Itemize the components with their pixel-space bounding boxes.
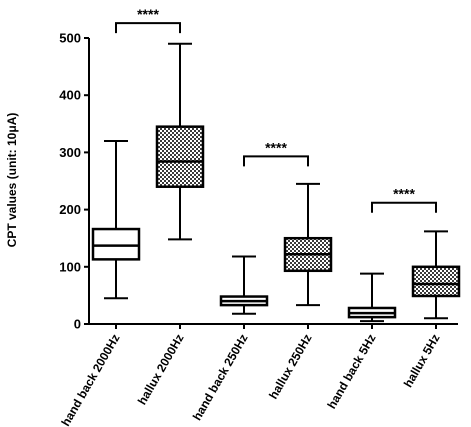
y-axis: 0 100 200 300 400 500 (59, 31, 90, 332)
significance-2: **** (243, 139, 309, 167)
iqr-box (91, 227, 141, 261)
x-tick-label: hallux 250Hz (266, 332, 314, 402)
y-tick-label: 0 (74, 317, 81, 332)
x-axis: hand back 2000Hz hallux 2000Hz hand back 2… (58, 323, 458, 427)
iqr-box (155, 125, 205, 188)
significance-bracket (371, 201, 437, 213)
significance-brackets: **** **** **** (115, 6, 437, 213)
significance-label: **** (265, 139, 287, 155)
y-tick-label: 400 (59, 88, 81, 103)
x-tick-label: hand back 2000Hz (58, 332, 122, 427)
box-series (91, 42, 461, 323)
iqr-box (411, 265, 461, 298)
y-tick-label: 200 (59, 202, 81, 217)
significance-bracket (115, 22, 181, 34)
significance-1: **** (115, 6, 181, 34)
box-3 (219, 255, 269, 315)
box-6 (411, 230, 461, 320)
x-tick-label: hand back 5Hz (324, 332, 378, 412)
box-2 (155, 42, 205, 241)
significance-label: **** (137, 6, 159, 22)
y-tick-label: 100 (59, 259, 81, 274)
x-tick-label: hallux 2000Hz (135, 332, 187, 408)
significance-3: **** (371, 186, 437, 213)
y-axis-title: CPT values (unit: 10μA) (5, 113, 19, 248)
box-1 (91, 139, 141, 300)
box-4 (283, 182, 333, 307)
box-5 (347, 272, 397, 323)
significance-label: **** (393, 186, 415, 202)
x-tick-label: hallux 5Hz (401, 332, 443, 390)
x-tick-label: hand back 250Hz (190, 332, 251, 423)
y-tick-label: 300 (59, 145, 81, 160)
y-tick-label: 500 (59, 31, 81, 46)
significance-bracket (243, 155, 309, 167)
y-axis-label: CPT values (unit: 10μA) (5, 113, 19, 248)
